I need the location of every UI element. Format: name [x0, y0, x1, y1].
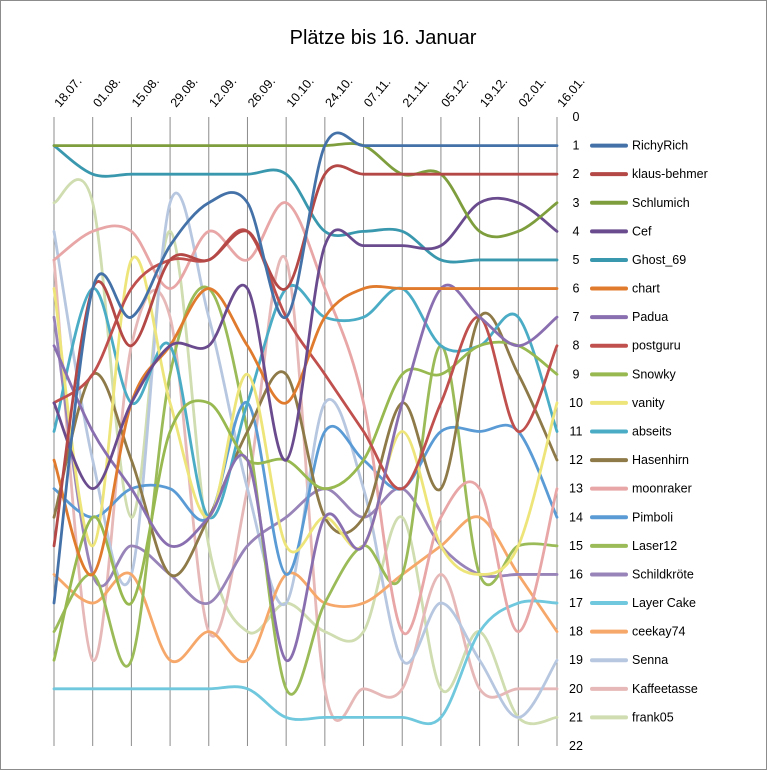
legend-label: Cef — [632, 224, 652, 238]
legend: RichyRich klaus-behmer Schlumich Cef Ghost_6… — [590, 139, 708, 724]
x-tick-label: 01.08. — [90, 74, 123, 110]
y-tick-label: 12 — [569, 453, 583, 467]
y-tick-label: 0 — [573, 110, 580, 124]
y-tick-label: 21 — [569, 710, 583, 724]
y-tick-label: 13 — [569, 482, 583, 496]
legend-label: Hasenhirn — [632, 453, 689, 467]
y-tick-label: 10 — [569, 396, 583, 410]
series-line — [52, 311, 559, 578]
series-line — [52, 142, 559, 239]
legend-label: Senna — [632, 653, 668, 667]
legend-label: moonraker — [632, 482, 692, 496]
x-tick-label: 05.12. — [438, 74, 471, 110]
legend-label: Pimboli — [632, 510, 673, 524]
series-line — [52, 285, 559, 576]
y-tick-label: 16 — [569, 567, 583, 581]
legend-label: Ghost_69 — [632, 253, 686, 267]
series-line — [52, 401, 559, 576]
y-tick-label: 6 — [573, 282, 580, 296]
y-tick-label: 1 — [573, 139, 580, 153]
x-axis-ticks: 18.07. 01.08. 15.08. 29.08. 12.09. 26.09. 10.1… — [52, 74, 588, 110]
legend-label: Schildkröte — [632, 567, 694, 581]
x-tick-label: 21.11. — [400, 75, 432, 110]
x-tick-label: 07.11. — [361, 75, 393, 110]
series-lines — [52, 131, 559, 726]
x-tick-label: 26.09. — [245, 74, 278, 110]
x-tick-label: 16.01. — [555, 74, 588, 110]
y-tick-label: 17 — [569, 596, 583, 610]
y-tick-label: 20 — [569, 682, 583, 696]
legend-label: ceekay74 — [632, 625, 686, 639]
legend-label: vanity — [632, 396, 665, 410]
series-line — [52, 131, 559, 605]
y-tick-label: 8 — [573, 339, 580, 353]
x-tick-label: 10.10. — [284, 74, 317, 110]
legend-label: Padua — [632, 310, 668, 324]
y-tick-label: 3 — [573, 196, 580, 210]
series-line — [52, 285, 559, 696]
series-line — [52, 255, 559, 576]
legend-label: abseits — [632, 425, 672, 439]
series-line — [52, 196, 559, 491]
x-tick-label: 12.09. — [206, 74, 239, 110]
series-line — [52, 315, 559, 605]
legend-label: Snowky — [632, 367, 677, 381]
series-line — [52, 144, 559, 264]
series-line — [52, 164, 559, 548]
legend-label: Layer Cake — [632, 596, 696, 610]
x-tick-label: 19.12. — [477, 74, 510, 110]
legend-label: postguru — [632, 339, 681, 353]
x-tick-label: 15.08. — [129, 74, 162, 110]
x-tick-label: 18.07. — [52, 74, 85, 110]
y-tick-label: 4 — [573, 224, 580, 238]
chart-title: Plätze bis 16. Januar — [290, 27, 477, 49]
y-tick-label: 5 — [573, 253, 580, 267]
y-tick-label: 22 — [569, 739, 583, 753]
legend-label: Schlumich — [632, 196, 690, 210]
y-tick-label: 19 — [569, 653, 583, 667]
legend-label: Kaffeetasse — [632, 682, 698, 696]
x-tick-label: 29.08. — [168, 74, 201, 110]
legend-label: klaus-behmer — [632, 167, 708, 181]
y-tick-label: 14 — [569, 510, 583, 524]
legend-label: chart — [632, 282, 660, 296]
x-tick-label: 24.10. — [322, 74, 355, 110]
legend-label: Laser12 — [632, 539, 677, 553]
y-tick-label: 11 — [570, 425, 583, 439]
y-tick-label: 7 — [573, 310, 580, 324]
y-tick-label: 9 — [573, 367, 580, 381]
y-tick-label: 2 — [573, 167, 580, 181]
series-line — [52, 599, 559, 726]
series-line — [52, 191, 559, 719]
series-line — [52, 283, 559, 662]
x-tick-label: 02.01. — [516, 74, 549, 110]
y-tick-label: 18 — [569, 625, 583, 639]
legend-label: frank05 — [632, 710, 674, 724]
y-tick-label: 15 — [569, 539, 583, 553]
series-line — [52, 340, 559, 662]
legend-label: RichyRich — [632, 139, 688, 153]
